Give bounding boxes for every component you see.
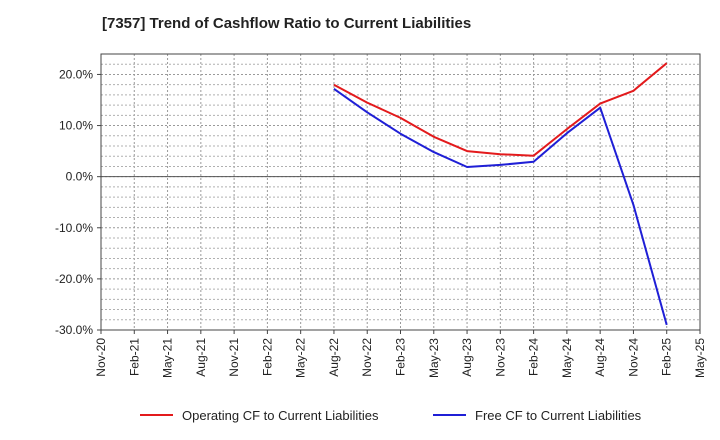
x-tick-label: Aug-22 — [327, 338, 341, 377]
x-tick-label: Nov-20 — [94, 338, 108, 377]
y-tick-label: -20.0% — [55, 272, 93, 286]
x-tick-label: Feb-24 — [527, 338, 541, 376]
x-tick-label: Nov-24 — [626, 338, 640, 377]
legend-layer: Operating CF to Current Liabilities Free … — [140, 408, 642, 423]
x-tick-label: Aug-24 — [593, 338, 607, 377]
x-tick-label: Feb-23 — [394, 338, 408, 376]
x-tick-label: Nov-23 — [493, 338, 507, 377]
x-tick-label: Feb-25 — [660, 338, 674, 376]
x-tick-label: Aug-23 — [460, 338, 474, 377]
axis-layer: 20.0% 10.0% 0.0% -10.0% -20.0% -30.0%Nov-20 Fe… — [55, 53, 707, 378]
x-tick-label: May-24 — [560, 338, 574, 378]
x-tick-label: Nov-21 — [227, 338, 241, 377]
x-tick-label: Nov-22 — [360, 338, 374, 377]
x-tick-label: May-22 — [294, 338, 308, 378]
x-tick-label: May-21 — [161, 338, 175, 378]
x-tick-label: Feb-21 — [127, 338, 141, 376]
y-tick-label: -30.0% — [55, 323, 93, 337]
y-tick-label: -10.0% — [55, 221, 93, 235]
series-line-1 — [333, 62, 668, 157]
x-tick-label: May-25 — [693, 338, 707, 378]
series-layer — [333, 62, 668, 326]
y-tick-label: 0.0% — [66, 170, 94, 184]
x-tick-label: Feb-22 — [260, 338, 274, 376]
legend-label-1: Operating CF to Current Liabilities — [182, 408, 379, 423]
x-tick-label: Aug-21 — [194, 338, 208, 377]
chart-title: [7357] Trend of Cashflow Ratio to Curren… — [102, 15, 472, 32]
legend-label-2: Free CF to Current Liabilities — [475, 408, 642, 423]
y-tick-label: 10.0% — [59, 119, 93, 133]
grid-layer — [101, 53, 700, 331]
x-tick-label: May-23 — [427, 338, 441, 378]
y-tick-label: 20.0% — [59, 67, 93, 81]
series-line-2 — [333, 87, 668, 326]
